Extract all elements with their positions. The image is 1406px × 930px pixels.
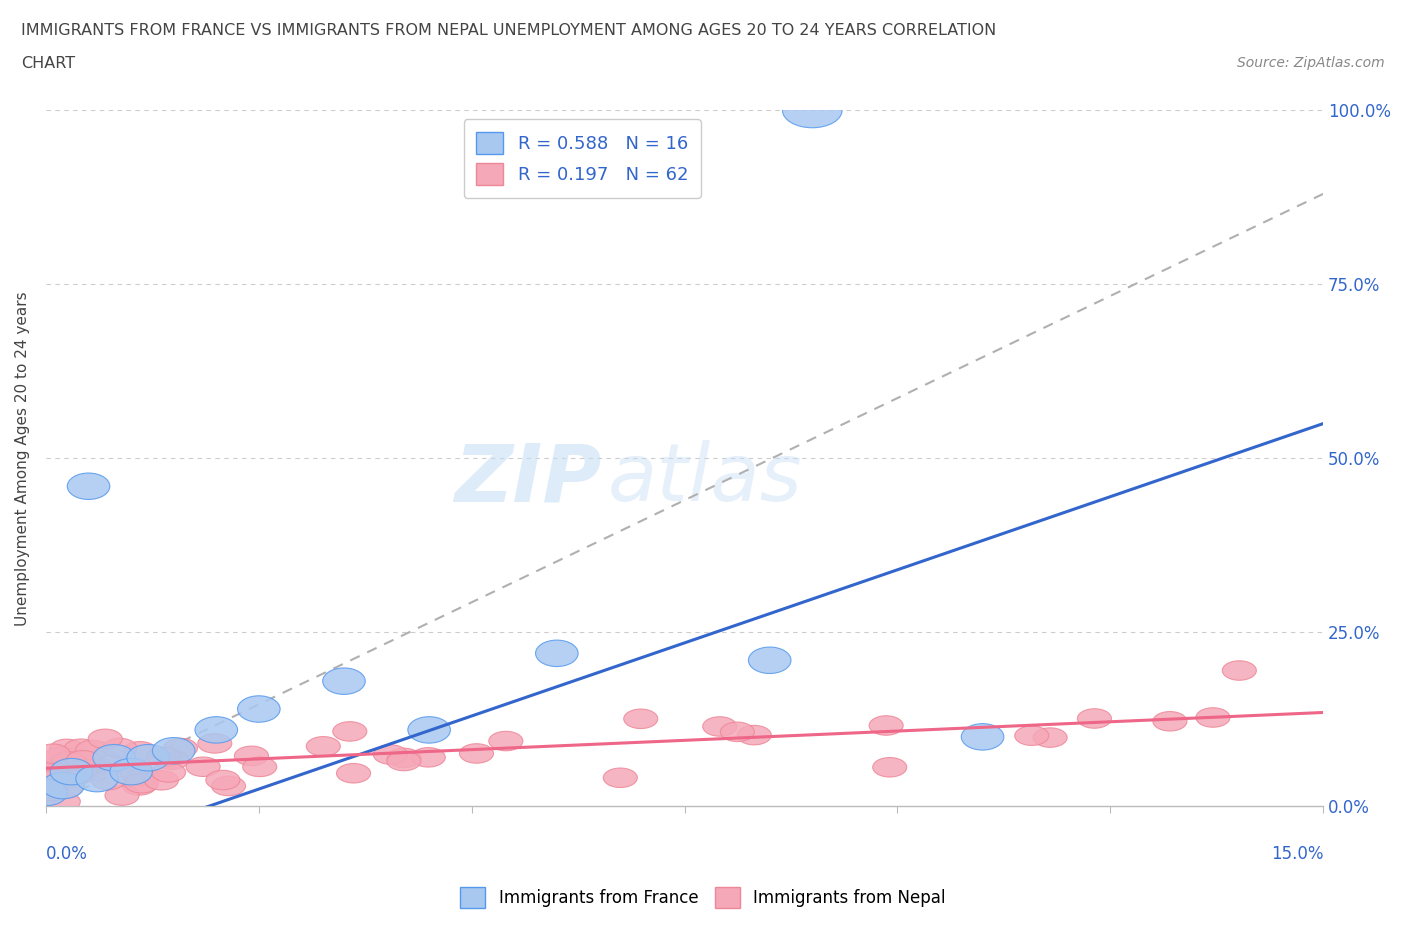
Ellipse shape bbox=[1015, 726, 1049, 746]
Ellipse shape bbox=[91, 770, 125, 790]
Text: CHART: CHART bbox=[21, 56, 75, 71]
Ellipse shape bbox=[387, 751, 420, 771]
Ellipse shape bbox=[146, 747, 181, 766]
Ellipse shape bbox=[25, 779, 67, 805]
Ellipse shape bbox=[89, 729, 122, 749]
Ellipse shape bbox=[460, 744, 494, 764]
Ellipse shape bbox=[195, 717, 238, 743]
Ellipse shape bbox=[1077, 709, 1112, 728]
Ellipse shape bbox=[121, 763, 155, 782]
Ellipse shape bbox=[186, 757, 221, 777]
Text: 0.0%: 0.0% bbox=[46, 844, 87, 863]
Ellipse shape bbox=[35, 781, 69, 801]
Ellipse shape bbox=[408, 717, 450, 743]
Ellipse shape bbox=[87, 751, 121, 770]
Ellipse shape bbox=[411, 748, 446, 767]
Ellipse shape bbox=[783, 93, 842, 127]
Ellipse shape bbox=[110, 759, 152, 785]
Ellipse shape bbox=[76, 740, 110, 760]
Ellipse shape bbox=[205, 770, 240, 790]
Ellipse shape bbox=[489, 731, 523, 751]
Ellipse shape bbox=[48, 778, 82, 798]
Ellipse shape bbox=[323, 668, 366, 695]
Ellipse shape bbox=[238, 696, 280, 723]
Ellipse shape bbox=[962, 724, 1004, 751]
Text: atlas: atlas bbox=[607, 440, 803, 518]
Ellipse shape bbox=[65, 764, 98, 783]
Ellipse shape bbox=[45, 747, 79, 766]
Ellipse shape bbox=[333, 722, 367, 741]
Ellipse shape bbox=[155, 750, 188, 769]
Ellipse shape bbox=[66, 751, 100, 770]
Ellipse shape bbox=[1153, 711, 1187, 731]
Ellipse shape bbox=[737, 725, 772, 745]
Ellipse shape bbox=[720, 722, 755, 741]
Ellipse shape bbox=[52, 751, 86, 771]
Ellipse shape bbox=[46, 791, 80, 811]
Legend: Immigrants from France, Immigrants from Nepal: Immigrants from France, Immigrants from … bbox=[454, 881, 952, 914]
Ellipse shape bbox=[103, 738, 136, 758]
Text: Source: ZipAtlas.com: Source: ZipAtlas.com bbox=[1237, 56, 1385, 70]
Ellipse shape bbox=[53, 770, 87, 790]
Ellipse shape bbox=[235, 746, 269, 765]
Ellipse shape bbox=[748, 647, 792, 673]
Ellipse shape bbox=[65, 739, 98, 759]
Ellipse shape bbox=[34, 762, 67, 781]
Ellipse shape bbox=[869, 716, 903, 736]
Y-axis label: Unemployment Among Ages 20 to 24 years: Unemployment Among Ages 20 to 24 years bbox=[15, 291, 30, 626]
Ellipse shape bbox=[1222, 661, 1257, 680]
Ellipse shape bbox=[127, 745, 170, 771]
Ellipse shape bbox=[624, 709, 658, 728]
Ellipse shape bbox=[122, 776, 156, 795]
Ellipse shape bbox=[374, 745, 408, 764]
Ellipse shape bbox=[49, 739, 84, 759]
Ellipse shape bbox=[1197, 708, 1230, 727]
Ellipse shape bbox=[122, 741, 157, 761]
Ellipse shape bbox=[873, 758, 907, 777]
Text: IMMIGRANTS FROM FRANCE VS IMMIGRANTS FROM NEPAL UNEMPLOYMENT AMONG AGES 20 TO 24: IMMIGRANTS FROM FRANCE VS IMMIGRANTS FRO… bbox=[21, 23, 997, 38]
Ellipse shape bbox=[76, 765, 118, 791]
Ellipse shape bbox=[163, 738, 197, 758]
Ellipse shape bbox=[105, 786, 139, 805]
Ellipse shape bbox=[336, 764, 371, 783]
Ellipse shape bbox=[211, 777, 246, 796]
Ellipse shape bbox=[42, 772, 84, 799]
Ellipse shape bbox=[125, 766, 160, 786]
Ellipse shape bbox=[93, 745, 135, 771]
Ellipse shape bbox=[307, 737, 340, 756]
Ellipse shape bbox=[77, 757, 111, 776]
Ellipse shape bbox=[243, 757, 277, 777]
Text: 15.0%: 15.0% bbox=[1271, 844, 1323, 863]
Text: ZIP: ZIP bbox=[454, 440, 602, 518]
Ellipse shape bbox=[49, 765, 83, 785]
Ellipse shape bbox=[152, 737, 195, 764]
Ellipse shape bbox=[703, 717, 737, 737]
Ellipse shape bbox=[46, 754, 80, 774]
Ellipse shape bbox=[39, 769, 73, 789]
Legend: R = 0.588   N = 16, R = 0.197   N = 62: R = 0.588 N = 16, R = 0.197 N = 62 bbox=[464, 119, 702, 198]
Ellipse shape bbox=[536, 640, 578, 667]
Ellipse shape bbox=[603, 768, 637, 788]
Ellipse shape bbox=[66, 751, 100, 770]
Ellipse shape bbox=[31, 761, 65, 780]
Ellipse shape bbox=[35, 744, 70, 764]
Ellipse shape bbox=[145, 771, 179, 790]
Ellipse shape bbox=[198, 734, 232, 753]
Ellipse shape bbox=[1033, 728, 1067, 748]
Ellipse shape bbox=[152, 763, 186, 782]
Ellipse shape bbox=[51, 759, 93, 785]
Ellipse shape bbox=[67, 473, 110, 499]
Ellipse shape bbox=[125, 774, 159, 793]
Ellipse shape bbox=[387, 748, 420, 767]
